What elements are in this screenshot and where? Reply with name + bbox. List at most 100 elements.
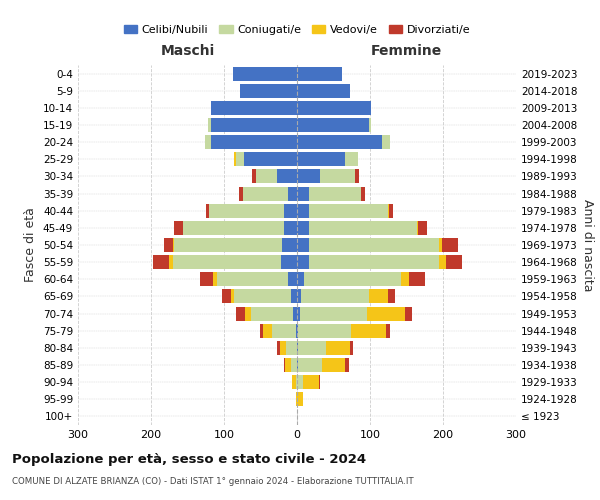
Bar bbox=[277, 170, 297, 183]
Bar bbox=[388, 204, 389, 218]
Bar bbox=[251, 306, 293, 320]
Bar bbox=[293, 306, 297, 320]
Bar bbox=[308, 221, 417, 235]
Bar bbox=[200, 272, 213, 286]
Bar bbox=[291, 358, 297, 372]
Bar bbox=[260, 324, 263, 338]
Bar bbox=[418, 221, 427, 235]
Bar bbox=[175, 238, 283, 252]
Bar bbox=[297, 170, 320, 183]
Bar bbox=[245, 306, 251, 320]
Bar bbox=[284, 204, 297, 218]
Bar bbox=[297, 152, 345, 166]
Bar bbox=[233, 66, 297, 80]
Bar bbox=[298, 358, 322, 372]
Bar bbox=[236, 306, 245, 320]
Bar bbox=[236, 152, 244, 166]
Bar bbox=[244, 152, 297, 166]
Bar bbox=[296, 375, 297, 389]
Bar bbox=[297, 84, 350, 98]
Bar bbox=[243, 186, 288, 200]
Text: Maschi: Maschi bbox=[160, 44, 215, 58]
Bar bbox=[211, 118, 297, 132]
Bar bbox=[256, 170, 277, 183]
Bar bbox=[345, 358, 349, 372]
Bar bbox=[297, 306, 300, 320]
Bar bbox=[169, 255, 173, 269]
Bar bbox=[211, 135, 297, 149]
Bar bbox=[153, 255, 169, 269]
Bar bbox=[234, 290, 291, 304]
Bar bbox=[297, 290, 301, 304]
Bar bbox=[417, 221, 418, 235]
Bar bbox=[405, 306, 412, 320]
Bar bbox=[439, 238, 442, 252]
Bar bbox=[217, 272, 288, 286]
Bar bbox=[308, 186, 361, 200]
Bar bbox=[280, 341, 286, 355]
Bar bbox=[173, 238, 175, 252]
Legend: Celibi/Nubili, Coniugati/e, Vedovi/e, Divorziati/e: Celibi/Nubili, Coniugati/e, Vedovi/e, Di… bbox=[119, 20, 475, 39]
Bar bbox=[297, 272, 304, 286]
Bar bbox=[301, 290, 368, 304]
Bar bbox=[367, 306, 405, 320]
Bar bbox=[308, 238, 439, 252]
Bar bbox=[297, 375, 303, 389]
Bar bbox=[303, 375, 319, 389]
Bar bbox=[297, 118, 368, 132]
Bar bbox=[296, 392, 297, 406]
Bar bbox=[297, 101, 371, 115]
Bar bbox=[175, 221, 183, 235]
Bar bbox=[388, 290, 395, 304]
Bar bbox=[297, 392, 303, 406]
Bar bbox=[446, 255, 462, 269]
Bar bbox=[442, 238, 458, 252]
Bar bbox=[382, 135, 391, 149]
Bar bbox=[345, 152, 358, 166]
Bar bbox=[368, 118, 371, 132]
Y-axis label: Anni di nascita: Anni di nascita bbox=[581, 198, 594, 291]
Bar bbox=[292, 375, 296, 389]
Bar bbox=[319, 375, 320, 389]
Bar bbox=[283, 238, 297, 252]
Bar bbox=[222, 290, 230, 304]
Bar bbox=[297, 135, 382, 149]
Text: Femmine: Femmine bbox=[371, 44, 442, 58]
Bar bbox=[211, 101, 297, 115]
Bar bbox=[230, 290, 234, 304]
Bar bbox=[409, 272, 425, 286]
Bar bbox=[297, 66, 342, 80]
Bar bbox=[209, 204, 284, 218]
Bar bbox=[234, 152, 236, 166]
Bar bbox=[297, 186, 308, 200]
Bar bbox=[439, 255, 446, 269]
Bar bbox=[296, 324, 297, 338]
Bar bbox=[368, 290, 388, 304]
Bar bbox=[297, 341, 298, 355]
Bar bbox=[239, 186, 243, 200]
Bar bbox=[308, 255, 439, 269]
Bar bbox=[286, 358, 291, 372]
Bar bbox=[300, 306, 367, 320]
Bar bbox=[291, 290, 297, 304]
Bar bbox=[277, 341, 280, 355]
Bar bbox=[326, 341, 350, 355]
Bar bbox=[206, 204, 209, 218]
Bar bbox=[288, 272, 297, 286]
Text: COMUNE DI ALZATE BRIANZA (CO) - Dati ISTAT 1° gennaio 2024 - Elaborazione TUTTIT: COMUNE DI ALZATE BRIANZA (CO) - Dati IST… bbox=[12, 478, 413, 486]
Bar bbox=[288, 186, 297, 200]
Bar bbox=[297, 238, 308, 252]
Bar bbox=[322, 358, 345, 372]
Bar bbox=[297, 204, 308, 218]
Bar bbox=[297, 324, 298, 338]
Bar bbox=[281, 255, 297, 269]
Bar bbox=[351, 324, 386, 338]
Bar bbox=[286, 341, 297, 355]
Y-axis label: Fasce di età: Fasce di età bbox=[25, 208, 37, 282]
Bar bbox=[297, 358, 298, 372]
Bar bbox=[320, 170, 355, 183]
Bar bbox=[386, 324, 390, 338]
Bar bbox=[213, 272, 217, 286]
Bar bbox=[298, 324, 351, 338]
Bar bbox=[284, 358, 286, 372]
